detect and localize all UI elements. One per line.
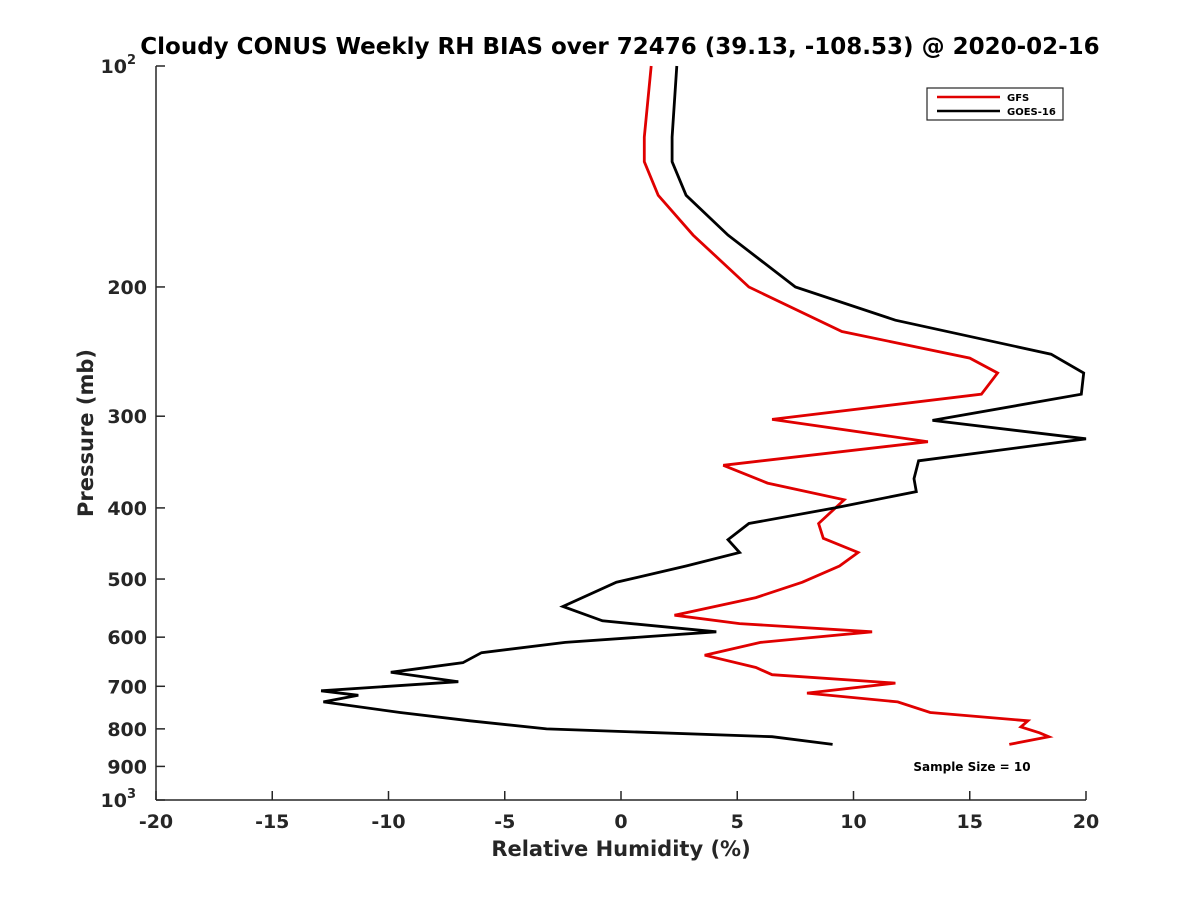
y-tick-label: 900 xyxy=(107,756,147,778)
sample-size-annotation: Sample Size = 10 xyxy=(913,760,1030,774)
y-tick-label: 103 xyxy=(101,787,137,812)
x-axis-label: Relative Humidity (%) xyxy=(491,837,750,861)
legend-label-goes16: GOES-16 xyxy=(1007,107,1056,118)
x-tick-label: 20 xyxy=(1073,811,1099,833)
x-tick-label: 10 xyxy=(840,811,866,833)
plot-series xyxy=(320,65,1087,746)
y-tick-label: 500 xyxy=(107,569,147,591)
y-tick-label: 102 xyxy=(101,53,137,78)
legend-box xyxy=(926,87,1064,121)
legend-label-gfs: GFS xyxy=(1007,93,1029,104)
series-line-gfs xyxy=(642,65,1054,746)
x-tick-label: 0 xyxy=(614,811,627,833)
x-axis-ticks: -20 -15 -10 -5 0 5 10 15 20 xyxy=(139,791,1099,833)
x-tick-label: 15 xyxy=(957,811,983,833)
x-tick-label: -15 xyxy=(255,811,289,833)
y-tick-label: 400 xyxy=(107,498,147,520)
y-tick-label: 200 xyxy=(107,277,147,299)
y-axis-label: Pressure (mb) xyxy=(74,349,98,517)
x-tick-label: -10 xyxy=(371,811,405,833)
x-tick-label: -5 xyxy=(494,811,515,833)
y-tick-label: 800 xyxy=(107,719,147,741)
y-axis-ticks: 102 200 300 400 500 600 700 800 900 103 xyxy=(101,53,165,812)
x-tick-label: -20 xyxy=(139,811,173,833)
series-line-goes16 xyxy=(320,65,1087,746)
y-tick-label: 300 xyxy=(107,406,147,428)
x-tick-label: 5 xyxy=(731,811,744,833)
chart-title: Cloudy CONUS Weekly RH BIAS over 72476 (… xyxy=(140,34,1099,60)
legend: GFS GOES-16 xyxy=(926,87,1064,121)
y-tick-label: 700 xyxy=(107,676,147,698)
y-tick-label: 600 xyxy=(107,627,147,649)
